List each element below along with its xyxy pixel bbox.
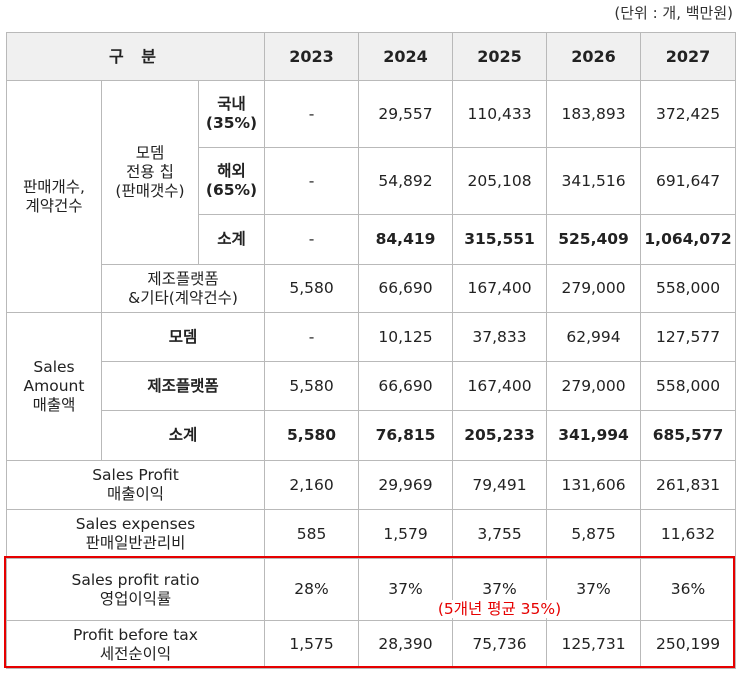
cell: 66,690 [358,264,454,313]
cell: 585 [264,509,360,559]
cell: 205,108 [452,147,548,215]
cell: - [264,80,360,148]
cell: 84,419 [358,214,454,265]
cell: 37,833 [452,312,548,362]
cell: 3,755 [452,509,548,559]
table-row: 소계 5,580 76,815 205,233 341,994 685,577 [7,410,737,461]
table-row: Profit before tax 세전순이익 1,575 28,390 75,… [5,620,737,669]
cell: 250,199 [640,620,737,669]
table-row: Sales Profit 매출이익 2,160 29,969 79,491 13… [5,460,737,510]
row-label-amount-modem: 모뎀 [100,312,266,362]
cell: 183,893 [546,80,642,148]
cell: 691,647 [640,147,737,215]
cell: 127,577 [640,312,737,362]
row-label-platform-contracts: 제조플랫폼 &기타(계약건수) [100,264,266,313]
cell: 1,064,072 [640,214,737,265]
row-label-overseas: 해외 (65%) [197,147,266,215]
cell: 76,815 [358,410,454,461]
cell: 167,400 [452,264,548,313]
cell: 279,000 [546,361,642,411]
cell: 131,606 [546,460,642,510]
group-modem-chip: 모뎀 전용 칩 (판매갯수) [101,80,199,265]
table-row: 해외 (65%) - 54,892 205,108 341,516 691,64… [7,147,737,215]
average-note: (5개년 평균 35%) [264,597,735,619]
year-header: 2024 [358,32,454,81]
cell: 110,433 [452,80,548,148]
year-header: 2027 [640,32,737,81]
average-note-text: (5개년 평균 35%) [433,600,566,618]
table-row: 제조플랫폼 5,580 66,690 167,400 279,000 558,0… [7,361,737,411]
forecast-table: 구 분 2023 2024 2025 2026 2027 판매개수, 계약건수 … [5,32,737,669]
row-label-subtotal: 소계 [197,214,266,265]
cell: - [264,147,360,215]
cell: 341,516 [546,147,642,215]
table-row: Sales Amount 매출액 모뎀 - 10,125 37,833 62,9… [6,312,737,461]
cell: 685,577 [640,410,737,461]
cell: 28% [264,558,360,621]
cell: 1,575 [264,620,360,669]
table-row: 소계 - 84,419 315,551 525,409 1,064,072 [7,214,737,265]
cell: 5,875 [546,509,642,559]
cell: 5,580 [264,361,360,411]
cell: 79,491 [452,460,548,510]
cell: 62,994 [546,312,642,362]
table-row: Sales expenses 판매일반관리비 585 1,579 3,755 5… [5,509,737,559]
cell: 1,579 [358,509,454,559]
cell: 125,731 [546,620,642,669]
cell: 29,969 [358,460,454,510]
row-label-sales-expenses: Sales expenses 판매일반관리비 [5,509,266,559]
cell: 205,233 [452,410,548,461]
cell: 28,390 [358,620,454,669]
category-header: 구 분 [5,32,266,81]
cell: 5,580 [264,264,360,313]
row-label-profit-ratio: Sales profit ratio 영업이익률 [5,558,266,621]
row-label-profit-before-tax: Profit before tax 세전순이익 [5,620,266,669]
cell: 315,551 [452,214,548,265]
cell: 525,409 [546,214,642,265]
cell: - [264,214,360,265]
year-header: 2026 [546,32,642,81]
table-row: 제조플랫폼 &기타(계약건수) 5,580 66,690 167,400 279… [7,264,737,313]
row-label-amount-subtotal: 소계 [100,410,266,461]
cell: 66,690 [358,361,454,411]
cell: 10,125 [358,312,454,362]
group-sales-amount: Sales Amount 매출액 [6,312,102,461]
table-row: 판매개수, 계약건수 모뎀 전용 칩 (판매갯수) 국내 (35%) - 29,… [6,80,737,313]
cell: 279,000 [546,264,642,313]
cell: 372,425 [640,80,737,148]
cell: 2,160 [264,460,360,510]
cell: - [264,312,360,362]
group-sales-count: 판매개수, 계약건수 [6,80,102,313]
cell: 29,557 [358,80,454,148]
year-header: 2025 [452,32,548,81]
cell: 341,994 [546,410,642,461]
unit-note: (단위 : 개, 백만원) [614,4,733,22]
cell: 167,400 [452,361,548,411]
cell: 261,831 [640,460,737,510]
row-label-sales-profit: Sales Profit 매출이익 [5,460,266,510]
row-label-domestic: 국내 (35%) [197,80,266,148]
cell: 5,580 [264,410,360,461]
year-header: 2023 [264,32,360,81]
row-label-amount-platform: 제조플랫폼 [100,361,266,411]
header-row: 구 분 2023 2024 2025 2026 2027 [5,32,737,81]
cell: 54,892 [358,147,454,215]
cell: 75,736 [452,620,548,669]
cell: 558,000 [640,264,737,313]
cell: 558,000 [640,361,737,411]
cell: 11,632 [640,509,737,559]
cell: 36% [640,558,737,621]
